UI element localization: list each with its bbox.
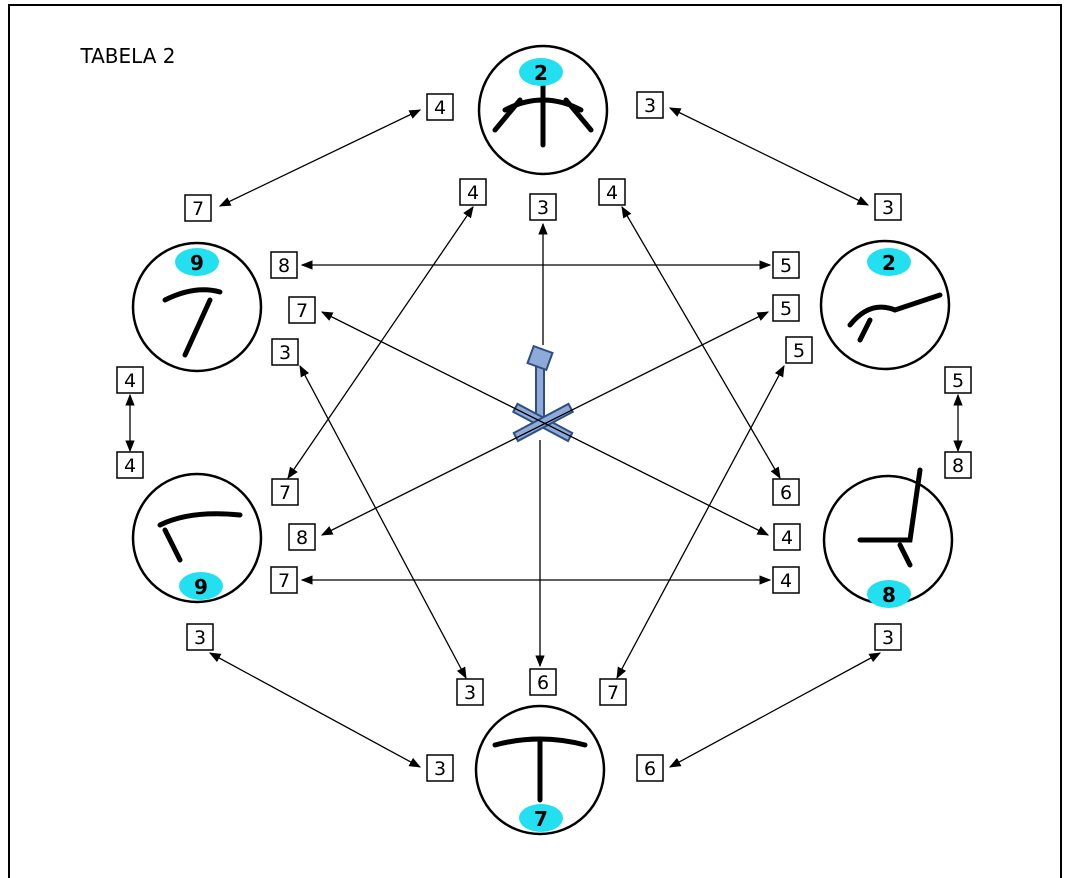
arrow — [621, 205, 781, 480]
arrow — [287, 206, 474, 479]
badge-bg — [175, 248, 219, 276]
edge-label: 7 — [279, 482, 291, 504]
edge-label: 8 — [952, 455, 964, 477]
node-badge: 7 — [534, 807, 548, 831]
label-box — [456, 678, 484, 706]
edge-label: 4 — [606, 182, 618, 204]
label-box — [785, 336, 813, 364]
gymnast-figure — [857, 467, 923, 568]
label-box — [270, 566, 298, 594]
label-box — [599, 678, 627, 706]
label-box — [116, 451, 144, 479]
edge-label: 7 — [192, 198, 204, 220]
gymnast-figure — [157, 511, 243, 563]
label-box — [459, 178, 487, 206]
title: TABELA 2 — [79, 44, 175, 68]
edge-label: 3 — [464, 682, 476, 704]
label-box — [186, 623, 214, 651]
edge-label: 4 — [467, 182, 479, 204]
label-box — [271, 478, 299, 506]
edge-label: 8 — [278, 255, 290, 277]
edge-label: 4 — [124, 455, 136, 477]
edge-label: 5 — [780, 298, 792, 320]
node-badge: 2 — [882, 251, 896, 275]
gymnast-figure — [847, 292, 943, 343]
node-badge: 8 — [882, 583, 896, 607]
edge-label: 6 — [537, 672, 549, 694]
label-box — [772, 294, 800, 322]
arrow — [208, 652, 422, 768]
label-box — [529, 668, 557, 696]
beam-stand — [511, 344, 575, 443]
badge-bg — [519, 804, 563, 832]
arrow — [616, 364, 785, 680]
edge-label: 6 — [644, 758, 656, 780]
label-box — [944, 366, 972, 394]
edge-label: 3 — [537, 197, 549, 219]
arrow — [299, 364, 467, 680]
node-badge: 2 — [534, 61, 548, 85]
edge-label: 3 — [194, 627, 206, 649]
frame — [8, 4, 1062, 878]
label-box — [772, 566, 800, 594]
badge-bg — [867, 580, 911, 608]
edge-label: 5 — [780, 255, 792, 277]
edge-label: 3 — [882, 627, 894, 649]
edge-label: 3 — [279, 342, 291, 364]
edge-label: 5 — [952, 370, 964, 392]
edge-label: 6 — [780, 482, 792, 504]
label-box — [426, 754, 454, 782]
label-box — [116, 366, 144, 394]
edge-label: 4 — [124, 370, 136, 392]
label-box — [288, 296, 316, 324]
arrow — [668, 107, 870, 206]
edge-label: 5 — [793, 340, 805, 362]
node-badge: 9 — [194, 575, 208, 599]
edge-label: 7 — [296, 300, 308, 322]
edge-label: 4 — [781, 527, 793, 549]
edge-label: 4 — [780, 570, 792, 592]
edge-label: 3 — [644, 95, 656, 117]
label-box — [636, 91, 664, 119]
label-box — [529, 193, 557, 221]
label-box — [184, 194, 212, 222]
gymnast-figure — [162, 287, 223, 358]
edge-label: 8 — [296, 527, 308, 549]
label-box — [271, 338, 299, 366]
badge-bg — [867, 248, 911, 276]
node-badge: 9 — [190, 251, 204, 275]
label-box — [426, 93, 454, 121]
label-box — [874, 623, 902, 651]
arrow — [218, 109, 422, 207]
badge-bg — [519, 58, 563, 86]
label-box — [944, 451, 972, 479]
badge-bg — [179, 572, 223, 600]
edge-label: 7 — [278, 570, 290, 592]
apparatus-node — [131, 472, 263, 604]
edge-label: 3 — [882, 197, 894, 219]
label-box — [598, 178, 626, 206]
label-box — [636, 754, 664, 782]
arrow — [668, 652, 882, 768]
apparatus-node — [131, 241, 263, 373]
label-box — [874, 193, 902, 221]
gymnast-figure — [492, 736, 588, 803]
edge-label: 4 — [434, 97, 446, 119]
edge-label: 7 — [607, 682, 619, 704]
gymnast-figure — [492, 82, 594, 148]
edge-label: 3 — [434, 758, 446, 780]
